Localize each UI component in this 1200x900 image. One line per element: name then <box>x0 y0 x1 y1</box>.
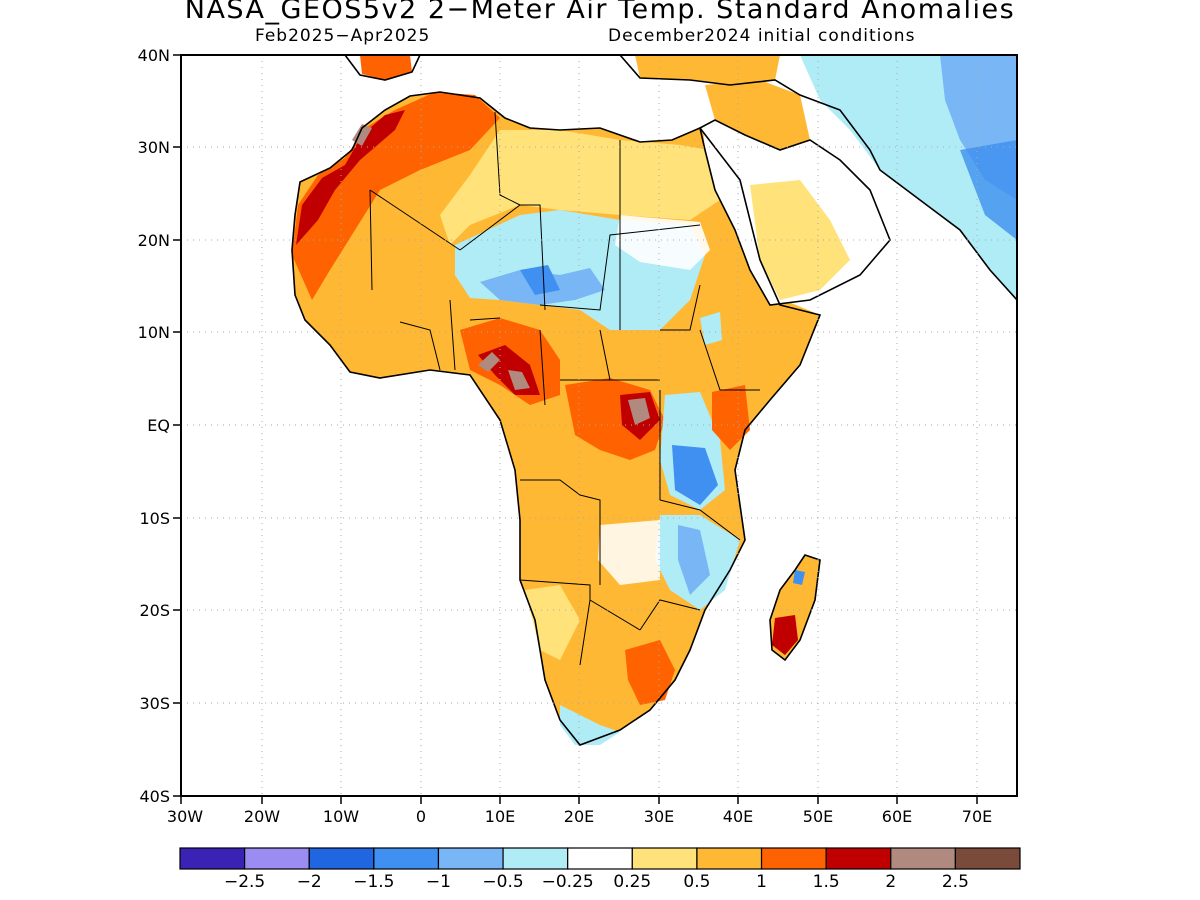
y-tick-label: 10N <box>138 323 170 342</box>
europe-coastline <box>344 55 1017 301</box>
y-tick-label: EQ <box>147 416 170 435</box>
sahel-blue-spot <box>520 265 560 295</box>
y-tick-label: 40N <box>138 46 170 65</box>
axis-ticks <box>173 54 978 804</box>
gridlines <box>181 55 1017 796</box>
southern-africa-hot-patch <box>625 640 675 705</box>
tanzania-cooler-patch <box>672 445 718 505</box>
x-tick-label: 40E <box>723 807 753 826</box>
x-tick-label: 30W <box>167 807 203 826</box>
colorbar-swatch <box>760 847 827 870</box>
colorbar-swatch <box>437 847 504 870</box>
colorbar-swatch <box>244 847 310 870</box>
sahara-light-warm <box>440 130 720 245</box>
y-tick-label: 20N <box>138 231 170 250</box>
x-tick-label: 30E <box>644 807 674 826</box>
madagascar-cool-spot <box>793 570 805 585</box>
kenya-hot-patch <box>712 385 750 450</box>
colorbar-label: 0.25 <box>613 872 651 892</box>
colorbar-swatch <box>179 847 246 870</box>
colorbar-label: −2 <box>297 872 322 892</box>
map-title: NASA_GEOS5v2 2−Meter Air Temp. Standard … <box>184 0 1016 25</box>
colorbar-label: 2 <box>885 872 896 892</box>
y-tick-label: 40S <box>139 787 170 806</box>
northeast-sahara-white <box>615 215 710 270</box>
ethiopia-cool-spot <box>700 312 722 345</box>
pakistan-cool-patch <box>960 140 1017 240</box>
mozambique-cooler-patch <box>678 525 710 595</box>
x-tick-label: 60E <box>882 807 912 826</box>
colorbar-swatch <box>373 847 440 870</box>
forecast-period: Feb2025−Apr2025 <box>255 26 431 46</box>
morocco-coast-warm <box>360 55 412 80</box>
colorbar-label: 1.5 <box>813 872 840 892</box>
colorbar-swatch <box>825 847 892 870</box>
colorbar-label: −1.5 <box>353 872 394 892</box>
central-africa-extreme-patch <box>628 398 650 425</box>
anomaly-field <box>292 55 1017 745</box>
colorbar-label: −2.5 <box>224 872 265 892</box>
x-tick-label: 50E <box>803 807 833 826</box>
x-tick-label: 10W <box>323 807 359 826</box>
y-tick-label: 10S <box>139 509 170 528</box>
colorbar-labels: −2.5 −2 −1.5 −1 −0.5 −0.25 0.25 0.5 1 1.5 2 2.5 <box>224 872 969 892</box>
initial-conditions: December2024 initial conditions <box>608 26 916 46</box>
country-borders <box>369 111 760 666</box>
y-tick-label: 30S <box>139 694 170 713</box>
northwest-very-hot-region <box>296 110 405 245</box>
mediterranean-east-warm <box>635 55 780 85</box>
colorbar-swatch <box>696 847 763 870</box>
x-axis-labels: 30W 20W 10W 0 10E 20E 30E 40E 50E 60E 70… <box>167 807 992 826</box>
colorbar-label: 1 <box>756 872 767 892</box>
y-tick-label: 20S <box>139 601 170 620</box>
levant-warm <box>705 80 810 150</box>
colorbar-label: −1 <box>426 872 451 892</box>
madagascar-hot-patch <box>772 615 798 655</box>
colorbar-label: −0.25 <box>542 872 594 892</box>
colorbar-label: 2.5 <box>942 872 969 892</box>
southern-central-white <box>598 520 660 585</box>
colorbar-swatch <box>890 847 956 870</box>
x-tick-label: 70E <box>962 807 992 826</box>
colorbar <box>179 847 1021 870</box>
y-axis-labels: 40N 30N 20N 10N EQ 10S 20S 30S 40S <box>138 46 170 806</box>
colorbar-swatch <box>567 847 633 870</box>
colorbar-label: 0.5 <box>683 872 710 892</box>
colorbar-swatch <box>502 847 569 870</box>
x-tick-label: 10E <box>485 807 515 826</box>
coastlines <box>291 55 1017 746</box>
colorbar-swatch <box>954 847 1021 870</box>
nigeria-extreme-patch <box>478 352 530 390</box>
colorbar-swatch <box>308 847 375 870</box>
northwest-hot-region <box>292 92 500 300</box>
africa-coastline <box>291 91 822 746</box>
arabia-coastline <box>699 119 891 306</box>
x-tick-label: 20E <box>564 807 594 826</box>
colorbar-swatch <box>631 847 698 870</box>
x-tick-label: 20W <box>244 807 280 826</box>
arabia-light-warm <box>750 180 850 300</box>
y-tick-label: 30N <box>138 138 170 157</box>
madagascar-coastline <box>769 554 821 662</box>
x-tick-label: 0 <box>416 807 426 826</box>
colorbar-label: −0.5 <box>482 872 523 892</box>
